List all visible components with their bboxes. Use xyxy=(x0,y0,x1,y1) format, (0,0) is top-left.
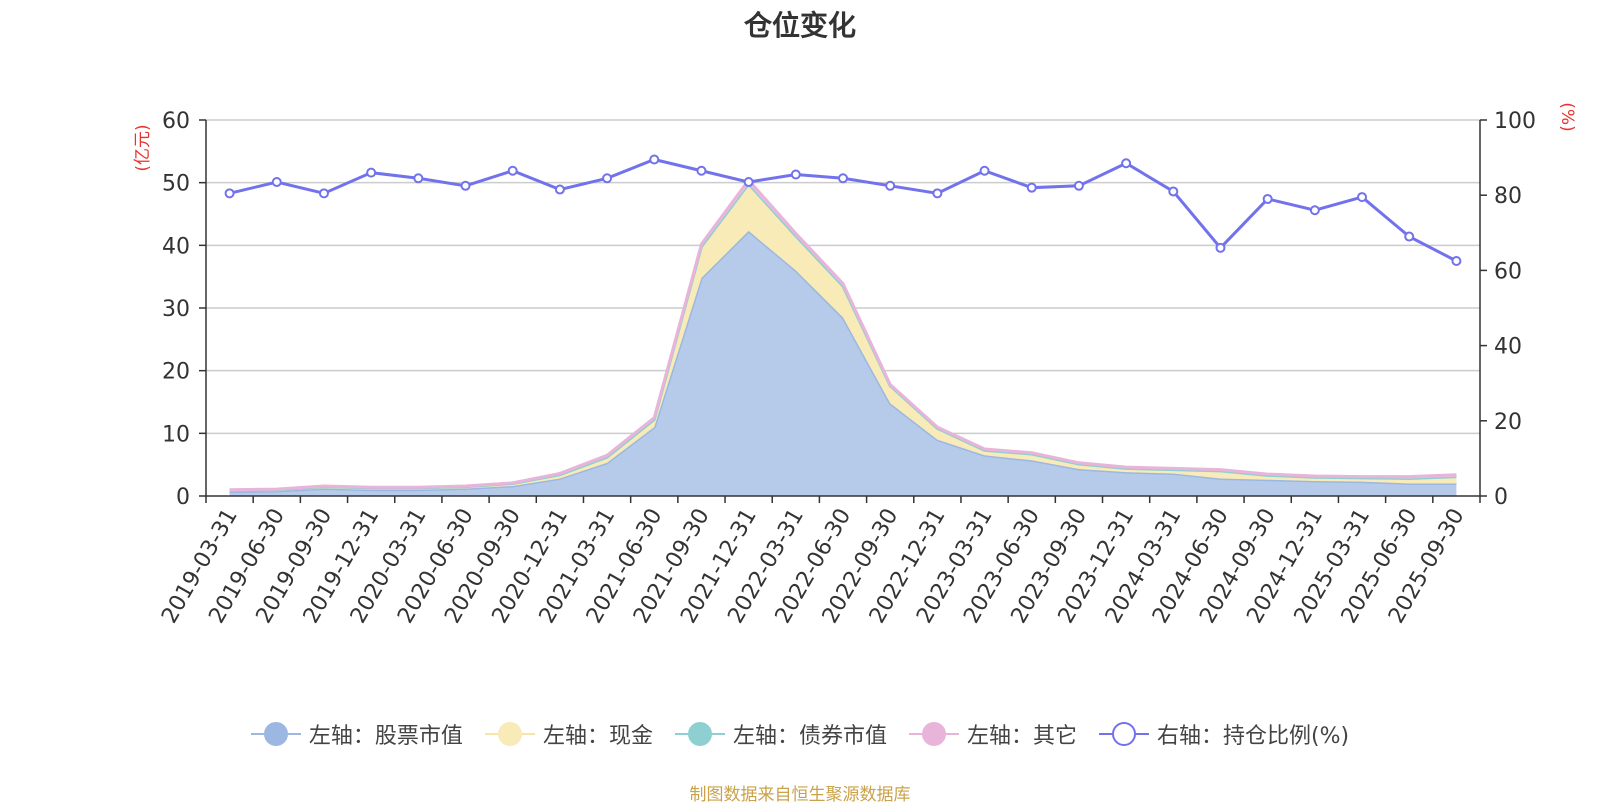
legend-label: 右轴：持仓比例(%) xyxy=(1156,724,1350,749)
ratio-point xyxy=(1121,158,1132,169)
ratio-point xyxy=(1451,256,1462,266)
legend-marker-icon xyxy=(908,721,959,747)
legend-label: 左轴：股票市值 xyxy=(308,724,463,749)
ratio-point xyxy=(932,188,943,199)
right-tick-label: 100 xyxy=(1494,109,1536,134)
ratio-point xyxy=(413,173,424,184)
ratio-point xyxy=(885,180,896,191)
ratio-point xyxy=(1215,242,1226,253)
left-tick-label: 0 xyxy=(176,485,190,510)
legend-label: 左轴：其它 xyxy=(966,724,1077,749)
ratio-point xyxy=(1026,182,1037,193)
legend-marker-icon xyxy=(674,721,725,747)
ratio-point xyxy=(366,167,377,178)
right-tick-label: 20 xyxy=(1494,410,1522,435)
ratio-point xyxy=(507,165,518,176)
chart-title: 仓位变化 xyxy=(743,9,856,42)
ratio-point xyxy=(743,177,754,188)
ratio-point xyxy=(318,188,329,199)
legend-item[interactable]: 右轴：持仓比例(%) xyxy=(1098,718,1350,750)
legend-label: 左轴：现金 xyxy=(542,724,653,749)
right-tick-label: 40 xyxy=(1494,335,1522,360)
right-tick-label: 0 xyxy=(1494,485,1508,510)
legend: 左轴：股票市值 左轴：现金 左轴：债券市值 左轴：其它 右轴：持仓比例(%) xyxy=(0,718,1600,750)
left-tick-label: 50 xyxy=(162,172,190,197)
ratio-point xyxy=(838,173,848,184)
left-tick-label: 10 xyxy=(162,422,190,447)
legend-marker-icon xyxy=(484,721,535,747)
ratio-point xyxy=(460,180,471,191)
right-tick-label: 80 xyxy=(1494,184,1522,209)
ratio-point xyxy=(224,188,235,199)
stock-area xyxy=(229,230,1457,497)
ratio-point xyxy=(790,169,801,180)
right-axis-unit: (%) xyxy=(1557,102,1577,131)
ratio-point xyxy=(696,165,707,176)
legend-item[interactable]: 左轴：现金 xyxy=(484,718,653,750)
ratio-point xyxy=(979,165,990,176)
right-tick-label: 60 xyxy=(1494,259,1522,284)
ratio-point xyxy=(1262,193,1273,204)
left-tick-label: 30 xyxy=(162,297,190,322)
left-tick-label: 60 xyxy=(162,109,190,134)
legend-item[interactable]: 左轴：债券市值 xyxy=(674,718,887,750)
legend-item[interactable]: 左轴：其它 xyxy=(908,718,1077,750)
legend-item[interactable]: 左轴：股票市值 xyxy=(250,718,463,750)
ratio-point xyxy=(1309,205,1320,216)
ratio-point xyxy=(602,173,613,184)
ratio-point xyxy=(1404,231,1415,242)
left-tick-label: 40 xyxy=(162,234,190,259)
ratio-point xyxy=(1168,186,1179,197)
ratio-point xyxy=(1357,192,1368,203)
ratio-point xyxy=(271,177,282,188)
left-axis-unit: (亿元) xyxy=(133,124,153,171)
left-tick-label: 20 xyxy=(162,360,190,385)
legend-marker-icon xyxy=(250,721,301,747)
source-note: 制图数据来自恒生聚源数据库 xyxy=(689,785,911,805)
area-layer xyxy=(229,177,1457,497)
ratio-point xyxy=(554,184,565,195)
other-area-line xyxy=(229,177,1457,492)
legend-marker-icon xyxy=(1098,721,1149,747)
ratio-point xyxy=(1073,180,1084,191)
legend-label: 左轴：债券市值 xyxy=(732,724,887,749)
ratio-line-layer xyxy=(224,154,1462,266)
ratio-point xyxy=(649,154,660,165)
